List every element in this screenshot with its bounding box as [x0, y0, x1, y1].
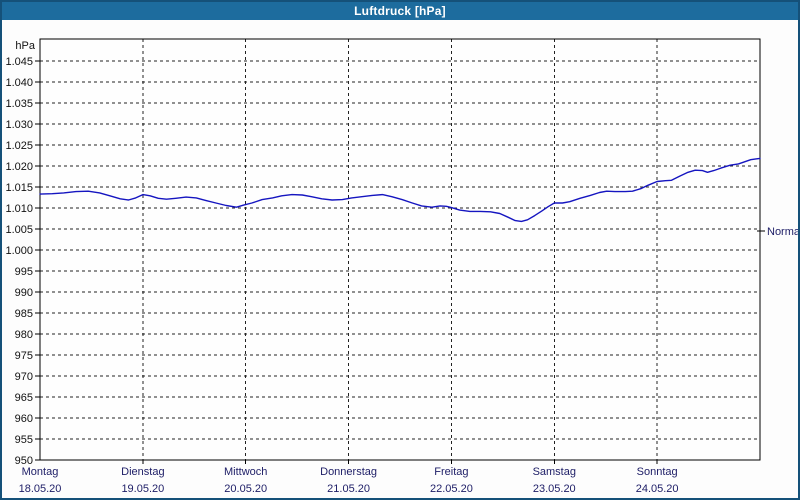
x-axis-date-label: 23.05.20: [533, 483, 576, 495]
x-axis-day-label: Dienstag: [121, 466, 164, 478]
x-axis-day-label: Sonntag: [637, 466, 678, 478]
plot-border: [39, 38, 761, 461]
y-axis-unit-label: hPa: [15, 40, 35, 52]
y-axis-tick-label: 1.035: [5, 98, 33, 110]
x-axis-day-label: Donnerstag: [320, 466, 377, 478]
pressure-series-line: [39, 157, 761, 223]
y-axis-tick-label: 955: [15, 434, 33, 446]
y-axis-tick-label: 985: [15, 308, 33, 320]
x-axis-date-label: 21.05.20: [327, 483, 370, 495]
x-axis-day-label: Samstag: [533, 466, 576, 478]
y-axis-tick-label: 965: [15, 392, 33, 404]
y-axis-tick-label: 950: [15, 455, 33, 467]
y-axis-tick-label: 975: [15, 350, 33, 362]
y-axis-tick-label: 980: [15, 329, 33, 341]
x-axis-day-label: Montag: [22, 466, 59, 478]
y-axis-tick-label: 1.015: [5, 182, 33, 194]
window-titlebar: Luftdruck [hPa]: [2, 2, 798, 20]
y-axis-tick-label: 990: [15, 287, 33, 299]
window-title: Luftdruck [hPa]: [354, 4, 446, 18]
y-axis-tick-label: 1.020: [5, 161, 33, 173]
y-axis-tick-label: 995: [15, 266, 33, 278]
y-axis-tick-label: 1.000: [5, 245, 33, 257]
x-axis-date-label: 18.05.20: [19, 483, 62, 495]
x-axis-day-label: Mittwoch: [224, 466, 267, 478]
normal-marker-label: Normal: [767, 226, 798, 238]
y-axis-tick-label: 960: [15, 413, 33, 425]
x-axis-date-label: 20.05.20: [224, 483, 267, 495]
y-axis-tick-label: 1.010: [5, 203, 33, 215]
x-axis-date-label: 24.05.20: [636, 483, 679, 495]
y-axis-tick-label: 1.005: [5, 224, 33, 236]
x-axis-day-label: Freitag: [434, 466, 468, 478]
y-axis-tick-label: 1.045: [5, 56, 33, 68]
y-axis-tick-label: 1.025: [5, 140, 33, 152]
x-axis-date-label: 22.05.20: [430, 483, 473, 495]
x-axis-date-label: 19.05.20: [121, 483, 164, 495]
y-axis-tick-label: 1.030: [5, 119, 33, 131]
y-axis-tick-label: 970: [15, 371, 33, 383]
y-axis-tick-label: 1.040: [5, 77, 33, 89]
